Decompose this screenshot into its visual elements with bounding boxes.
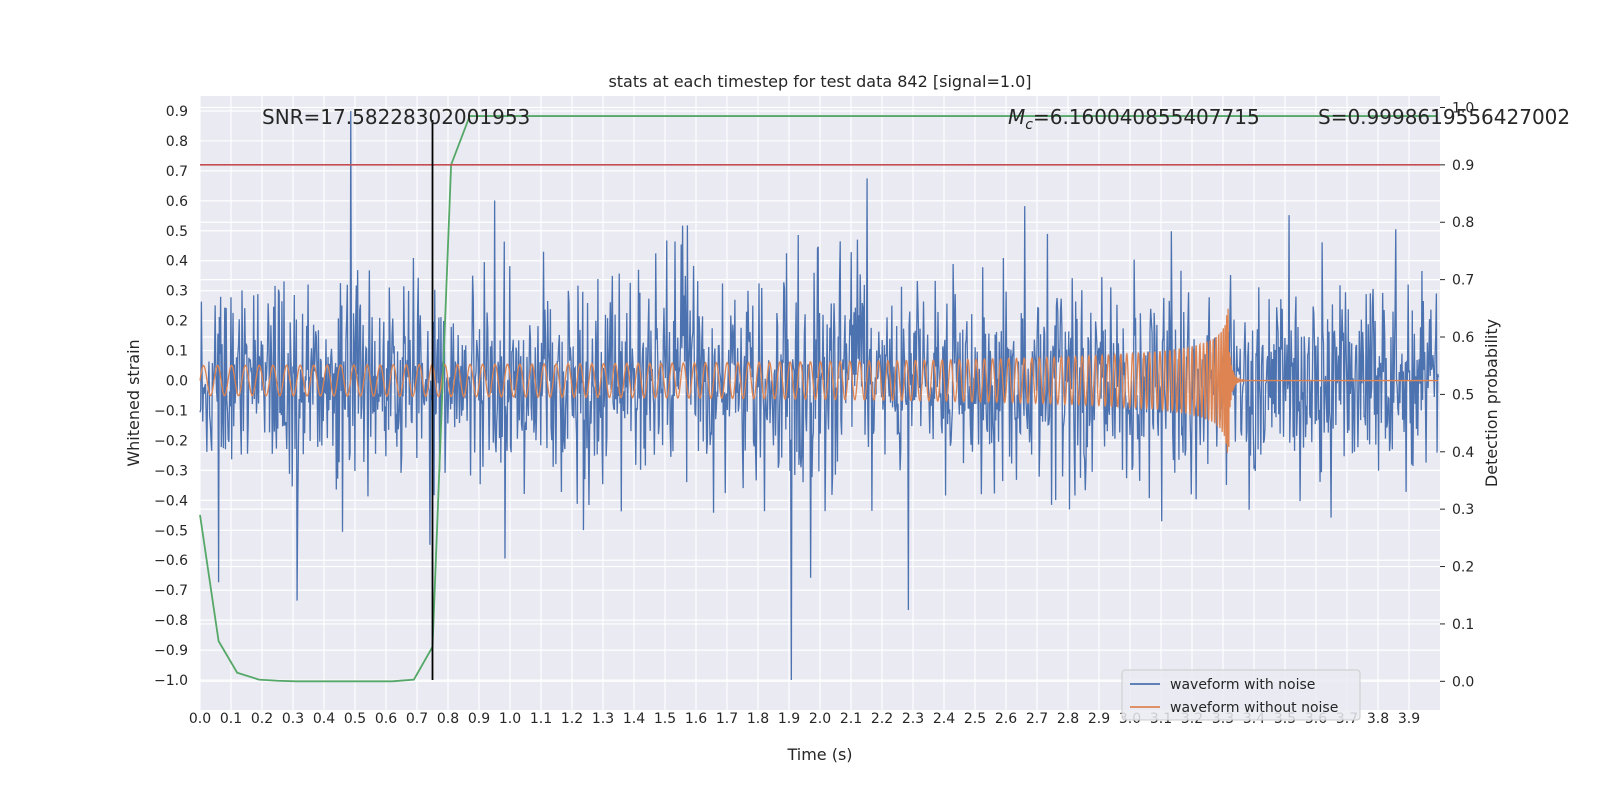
chart-title: stats at each timestep for test data 842… [608,72,1031,91]
y2-tick-label: 1.0 [1452,100,1474,116]
y2-tick-label: 0.8 [1452,215,1474,231]
y2-tick-label: 0.6 [1452,330,1474,346]
x-tick-label: 2.2 [871,711,893,727]
x-tick-label: 1.5 [654,711,676,727]
statistic-annotation: S=0.9998619556427002 [1318,105,1570,129]
x-tick-label: 2.5 [964,711,986,727]
y2-tick-label: 0.2 [1452,560,1474,576]
y-tick-label: 0.7 [166,164,188,180]
y-tick-label: −0.2 [154,433,188,449]
x-tick-label: 1.9 [778,711,800,727]
legend: waveform with noise waveform without noi… [1121,669,1361,721]
x-tick-label: 2.4 [933,711,955,727]
x-tick-label: 2.6 [995,711,1017,727]
y-tick-label: −1.0 [154,673,188,689]
x-tick-label: 0.7 [406,711,428,727]
chirp-mass-value: =6.160040855407715 [1033,105,1260,129]
x-axis-label: Time (s) [786,745,852,764]
y-tick-label: 0.1 [166,344,188,360]
x-tick-label: 0.4 [313,711,335,727]
y-tick-label: −0.9 [154,643,188,659]
x-tick-label: 0.3 [282,711,304,727]
y2-tick-label: 0.5 [1452,387,1474,403]
y-tick-label: −0.6 [154,553,188,569]
x-tick-label: 2.7 [1026,711,1048,727]
x-tick-label: 1.6 [685,711,707,727]
detection-probability-line [199,115,1437,683]
y2-tick-label: 0.0 [1452,674,1474,690]
clean-waveform-line [199,308,1439,453]
y2-tick-label: 0.7 [1452,273,1474,289]
chirp-mass-annotation: Mc=6.160040855407715 [1008,105,1260,133]
overlay-layer [200,119,1440,681]
prob-layer [199,115,1437,683]
y-tick-label: 0.3 [166,284,188,300]
y2-tick-label: 0.3 [1452,502,1474,518]
x-tick-label: 1.3 [592,711,614,727]
y-tick-label: −0.1 [154,403,188,419]
x-tick-label: 0.5 [344,711,366,727]
y-axis-label: Whitened strain [124,339,143,466]
y-tick-label: −0.8 [154,613,188,629]
chirp-layer [199,308,1439,453]
chirp-mass-symbol: M [1008,105,1025,129]
chirp-mass-subscript: c [1025,117,1033,133]
x-tick-label: 3.8 [1367,711,1389,727]
x-tick-label: 2.0 [809,711,831,727]
y2-axis-label: Detection probability [1482,319,1501,487]
x-tick-label: 2.9 [1088,711,1110,727]
x-tick-label: 0.6 [375,711,397,727]
y-tick-label: −0.5 [154,523,188,539]
y-tick-label: 0.4 [166,254,188,270]
x-tick-label: 0.9 [468,711,490,727]
x-tick-label: 1.0 [499,711,521,727]
y-tick-label: 0.8 [166,134,188,150]
y-tick-label: 0.2 [166,314,188,330]
legend-label-clean: waveform without noise [1170,700,1338,716]
x-tick-label: 0.2 [251,711,273,727]
legend-box [1121,669,1361,721]
y-tick-label: −0.7 [154,583,188,599]
x-tick-label: 0.8 [437,711,459,727]
x-tick-label: 1.2 [561,711,583,727]
y2-tick-label: 0.1 [1452,617,1474,633]
legend-label-noise: waveform with noise [1170,677,1315,693]
y-tick-label: 0.6 [166,194,188,210]
x-tick-label: 1.1 [530,711,552,727]
y-tick-label: −0.3 [154,463,188,479]
x-tick-label: 1.7 [716,711,738,727]
y2-tick-label: 0.9 [1452,158,1474,174]
x-tick-label: 2.8 [1057,711,1079,727]
y-tick-label: 0.9 [166,104,188,120]
y-tick-label: 0.5 [166,224,188,240]
y-tick-label: 0.0 [166,374,188,390]
x-tick-label: 1.4 [623,711,645,727]
y-tick-label: −0.4 [154,493,188,509]
y2-tick-label: 0.4 [1452,445,1474,461]
x-tick-label: 2.1 [840,711,862,727]
x-tick-label: 1.8 [747,711,769,727]
x-tick-label: 0.0 [189,711,211,727]
x-tick-label: 0.1 [220,711,242,727]
snr-annotation: SNR=17.58228302001953 [262,105,530,129]
x-tick-label: 2.3 [902,711,924,727]
x-tick-label: 3.9 [1398,711,1420,727]
